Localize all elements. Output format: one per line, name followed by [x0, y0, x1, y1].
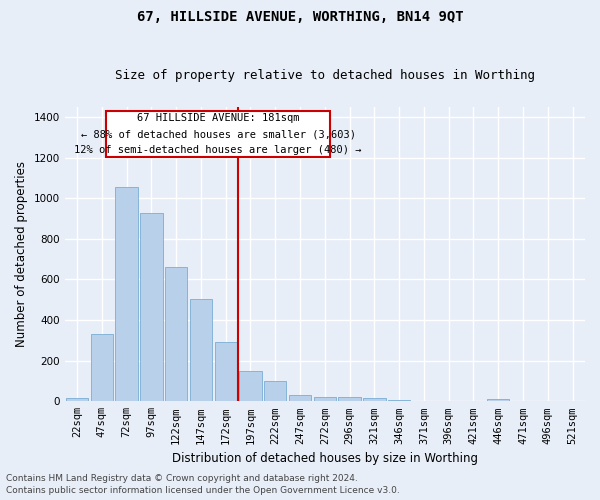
- Bar: [215, 342, 237, 402]
- Text: Contains HM Land Registry data © Crown copyright and database right 2024.
Contai: Contains HM Land Registry data © Crown c…: [6, 474, 400, 495]
- Bar: [165, 267, 187, 402]
- Title: Size of property relative to detached houses in Worthing: Size of property relative to detached ho…: [115, 69, 535, 82]
- Y-axis label: Number of detached properties: Number of detached properties: [15, 161, 28, 347]
- Bar: [363, 398, 386, 402]
- Bar: [487, 400, 509, 402]
- Bar: [314, 397, 336, 402]
- X-axis label: Distribution of detached houses by size in Worthing: Distribution of detached houses by size …: [172, 452, 478, 465]
- Bar: [338, 397, 361, 402]
- Bar: [115, 187, 138, 402]
- Bar: [239, 371, 262, 402]
- Bar: [388, 400, 410, 402]
- Bar: [91, 334, 113, 402]
- Bar: [190, 298, 212, 402]
- Bar: [264, 381, 286, 402]
- Bar: [140, 214, 163, 402]
- Text: 67 HILLSIDE AVENUE: 181sqm
← 88% of detached houses are smaller (3,603)
12% of s: 67 HILLSIDE AVENUE: 181sqm ← 88% of deta…: [74, 114, 362, 154]
- FancyBboxPatch shape: [106, 111, 330, 157]
- Text: 67, HILLSIDE AVENUE, WORTHING, BN14 9QT: 67, HILLSIDE AVENUE, WORTHING, BN14 9QT: [137, 10, 463, 24]
- Bar: [66, 398, 88, 402]
- Bar: [289, 395, 311, 402]
